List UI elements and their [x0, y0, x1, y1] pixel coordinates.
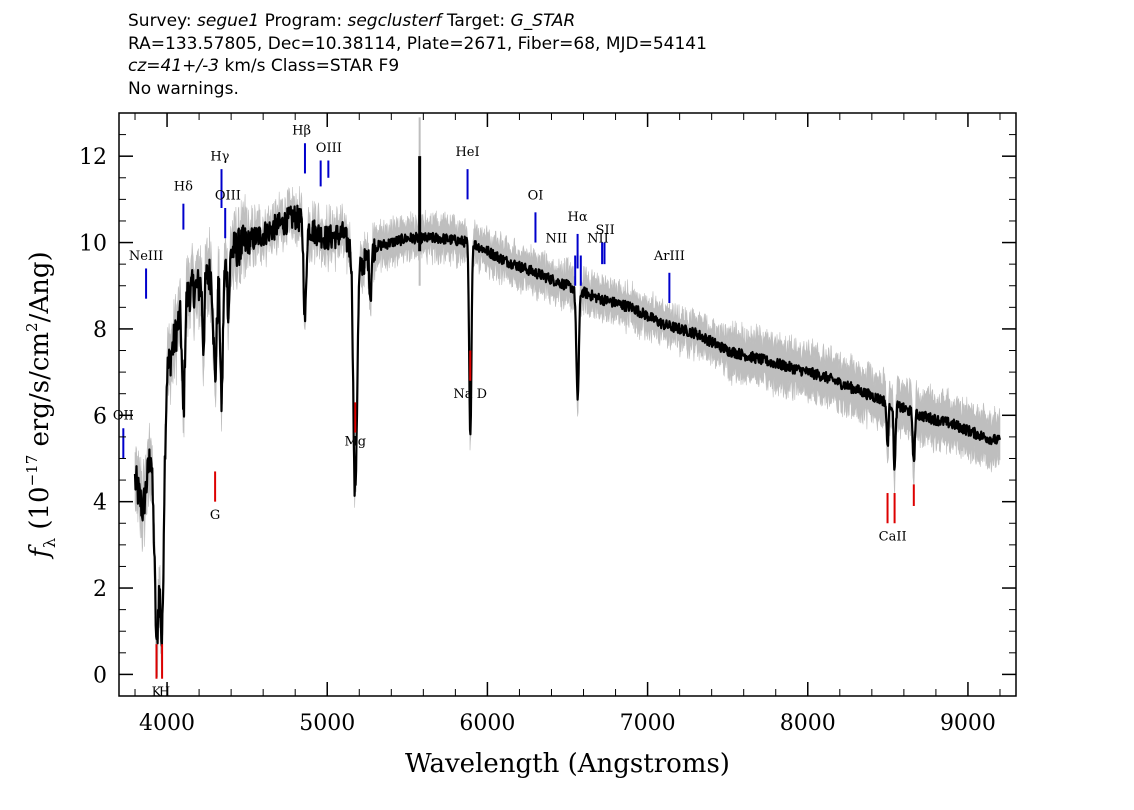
error-band-area — [134, 186, 1001, 678]
absorption-line-label: CaII — [879, 530, 907, 545]
y-axis-title: fλ (10−17 erg/s/cm2/Ang) — [23, 251, 59, 559]
emission-line-label: OIII — [215, 188, 241, 203]
header-line-4: No warnings. — [128, 78, 239, 99]
flux-series — [133, 156, 1002, 648]
y-axis-title-part: 2 — [23, 322, 41, 332]
header-line-2: RA=133.57805, Dec=10.38114, Plate=2671, … — [128, 33, 707, 54]
axes: 4000 5000 6000 7000 8000 9000 0 2 4 6 8 10 12 — [79, 113, 1016, 736]
x-tick-label: 9000 — [940, 711, 996, 736]
emission-line-label: NII — [587, 232, 609, 247]
y-axis-title-part: (10 — [25, 486, 55, 538]
absorption-line-label: Mg — [344, 435, 366, 450]
program-label: Program: — [264, 11, 343, 31]
y-tick-label: 8 — [93, 318, 107, 343]
survey-value: segue1 — [197, 11, 260, 31]
x-axis-title: Wavelength (Angstroms) — [405, 749, 730, 779]
x-tick-label: 5000 — [299, 711, 355, 736]
emission-line-label: Hδ — [174, 180, 193, 195]
redshift-value: cz=41+/-3 — [128, 56, 220, 76]
survey-label: Survey: — [128, 11, 192, 31]
emission-line-label: ArIII — [653, 249, 685, 264]
emission-line-label: OII — [113, 409, 134, 424]
y-tick-label: 2 — [93, 577, 107, 602]
emission-line-label: OIII — [316, 141, 342, 156]
absorption-line-label: Na D — [453, 387, 487, 402]
spectrum-header: Survey: segue1 Program: segclusterf Targ… — [128, 10, 707, 100]
emission-line-label: OI — [528, 188, 544, 203]
y-axis-title-part: λ — [40, 538, 59, 548]
header-line-3: cz=41+/-3 km/s Class=STAR F9 — [128, 55, 707, 78]
y-axis-title-part: /Ang) — [25, 251, 55, 322]
emission-line-label: HeI — [455, 145, 479, 160]
emission-line-label: NII — [545, 232, 567, 247]
x-tick-label: 6000 — [459, 711, 515, 736]
y-tick-label: 10 — [79, 232, 107, 257]
target-value: G_STAR — [510, 11, 576, 31]
absorption-line-label: G — [210, 508, 220, 523]
program-value: segclusterf — [347, 11, 442, 31]
emission-line-label: SII — [596, 223, 615, 238]
y-tick-label: 4 — [93, 491, 107, 516]
target-label: Target: — [446, 11, 506, 31]
plot-frame — [118, 112, 1017, 697]
y-tick-label: 6 — [93, 404, 107, 429]
y-tick-label: 0 — [93, 663, 107, 688]
emission-line-label: Hα — [568, 210, 588, 225]
absorption-line-label: K — [152, 685, 162, 700]
emission-line-label: Hβ — [292, 124, 311, 139]
x-tick-label: 4000 — [139, 711, 195, 736]
y-axis-title-part: erg/s/cm — [25, 332, 55, 455]
emission-line-label: NeIII — [129, 249, 163, 264]
class-value: km/s Class=STAR F9 — [224, 56, 400, 76]
absorption-line-label: H — [159, 685, 170, 700]
flux-line — [133, 204, 1002, 648]
emission-line-label: Hγ — [210, 150, 229, 165]
x-tick-label: 8000 — [780, 711, 836, 736]
y-tick-label: 12 — [79, 145, 107, 170]
y-axis-title-part: −17 — [23, 455, 41, 487]
x-tick-label: 7000 — [620, 711, 676, 736]
header-line-1: Survey: segue1 Program: segclusterf Targ… — [128, 10, 707, 33]
